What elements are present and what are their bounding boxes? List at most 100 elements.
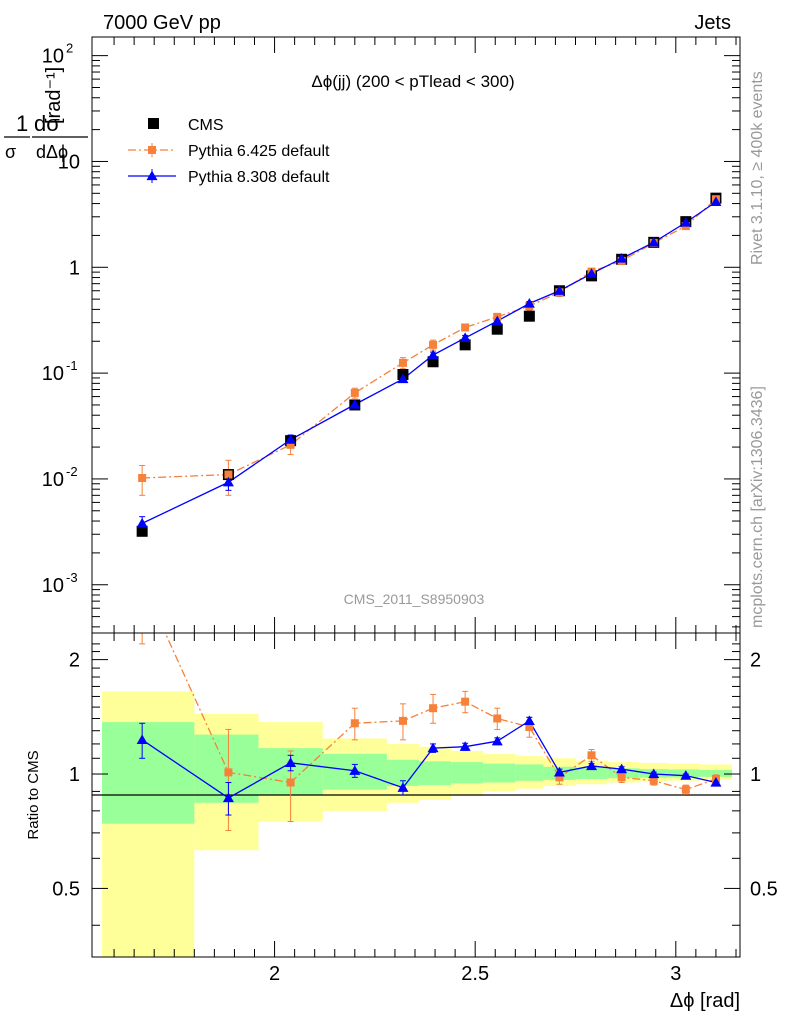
ratio-ylabel: Ratio to CMS xyxy=(25,750,42,839)
ratio-panel: 0.5 0.5 1 1 2 2 2 2.5 3 xyxy=(52,578,778,985)
legend-pythia8-label: Pythia 8.308 default xyxy=(188,169,330,186)
cms-point xyxy=(136,525,148,537)
pythia8-point xyxy=(491,315,503,326)
ratio-pythia6-point xyxy=(224,768,233,777)
ratio-pythia8-point xyxy=(222,792,234,803)
inner-band-bin xyxy=(667,769,700,778)
pythia8-point xyxy=(285,434,297,444)
ratio-pythia8-point xyxy=(553,766,565,777)
inner-band-bin xyxy=(699,769,732,777)
ratio-y-tick-label-left: 0.5 xyxy=(52,878,80,900)
ratio-pythia6-point xyxy=(525,722,534,731)
ylabel-fraction-1: 1 xyxy=(16,111,28,136)
ratio-pythia6-point xyxy=(587,751,596,760)
ratio-pythia6-point xyxy=(138,578,146,586)
main-y-tick-label: 10 xyxy=(42,575,64,597)
main-y-tick-label: 10 xyxy=(58,151,80,173)
ratio-pythia8-point xyxy=(136,734,148,744)
legend-cms-marker xyxy=(148,118,159,129)
pythia6-point xyxy=(286,440,295,449)
ratio-pythia8-point xyxy=(491,735,503,746)
ratio-series-layer xyxy=(136,578,722,832)
ratio-y-tick-label-right: 2 xyxy=(750,650,761,672)
ratio-pythia6-point xyxy=(350,719,359,728)
ratio-pythia6-point xyxy=(286,778,295,787)
main-y-tick-label: 10 xyxy=(42,363,64,385)
pythia8-point xyxy=(427,349,439,360)
main-y-tick-label: 10 xyxy=(42,469,64,491)
ratio-frame xyxy=(91,632,741,958)
ratio-pythia8-point xyxy=(648,768,660,779)
legend-pythia6-label: Pythia 6.425 default xyxy=(188,143,330,160)
main-series-layer xyxy=(136,192,722,537)
pythia8-point xyxy=(586,268,598,278)
legend-cms-label: CMS xyxy=(188,117,224,134)
inner-band-bin xyxy=(451,762,484,784)
pythia6-point xyxy=(461,323,470,332)
pythia8-point xyxy=(616,253,628,263)
ratio-pythia8-point xyxy=(710,776,722,787)
main-y-tick-label: 10 xyxy=(42,46,64,68)
pythia8-point xyxy=(710,196,722,207)
pythia8-point xyxy=(459,332,471,343)
ratio-pythia6-point xyxy=(617,773,626,782)
main-y-tick-exponent: 2 xyxy=(66,41,73,56)
ylabel-fraction-dphi: dΔϕ xyxy=(36,142,68,162)
pythia6-point xyxy=(350,388,359,397)
ratio-pythia8-point xyxy=(523,715,535,725)
pythia6-point xyxy=(224,470,233,479)
ylabel-fraction-dsigma: dσ xyxy=(34,111,60,136)
header-energy: 7000 GeV pp xyxy=(103,12,221,34)
inner-band-bin xyxy=(575,767,608,780)
ylabel-fraction-sigma: σ xyxy=(5,142,16,162)
rivet-label: Rivet 3.1.10, ≥ 400k events xyxy=(749,71,766,265)
cms-point xyxy=(523,310,535,322)
ratio-y-tick-label-left: 1 xyxy=(69,764,80,786)
inner-band-bin xyxy=(419,761,452,786)
ylabel-unit: [rad⁻¹] xyxy=(43,67,65,124)
ratio-y-tick-labels: 0.5 0.5 1 1 2 2 xyxy=(52,650,778,901)
ratio-y-tick-label-left: 2 xyxy=(69,650,80,672)
pythia6-point xyxy=(398,358,407,367)
pythia6-point xyxy=(429,340,438,349)
ratio-pythia8-point xyxy=(285,757,297,767)
ratio-pythia8-point xyxy=(427,742,439,753)
main-y-axis-title: 1 σ dσ dΔϕ [rad⁻¹] xyxy=(4,67,88,162)
analysis-id: CMS_2011_S8950903 xyxy=(344,591,485,607)
ratio-pythia8-point xyxy=(397,782,409,792)
ratio-pythia6-point xyxy=(649,776,658,785)
inner-band-bin xyxy=(607,768,640,779)
pythia8-point xyxy=(397,373,409,384)
pythia8-point xyxy=(523,297,535,308)
pythia6-line xyxy=(142,198,717,479)
ratio-y-tick-label-right: 1 xyxy=(750,764,761,786)
pythia8-point xyxy=(222,476,234,487)
cms-point xyxy=(459,339,471,351)
main-y-tick-exponent: -2 xyxy=(66,464,78,479)
pythia8-point xyxy=(553,285,565,295)
ratio-pythia6-point xyxy=(555,773,564,782)
pythia8-point xyxy=(136,517,148,528)
ratio-pythia8-point xyxy=(586,760,598,771)
ratio-pythia8-point xyxy=(680,770,692,780)
main-y-tick-label: 1 xyxy=(69,257,80,279)
plot-title: Δϕ(jj) (200 < pTlead < 300) xyxy=(311,72,514,91)
header-process: Jets xyxy=(694,12,731,34)
ratio-pythia6-point xyxy=(493,714,502,723)
legend: CMS Pythia 6.425 default Pythia 8.308 defa… xyxy=(128,117,330,186)
mcplots-label: mcplots.cern.ch [arXiv:1306.3436] xyxy=(749,386,766,628)
main-y-tick-exponent: -3 xyxy=(66,570,78,585)
ratio-uncertainty-bands xyxy=(102,691,732,957)
ratio-pythia6-point xyxy=(429,704,438,713)
x-tick-label: 2 xyxy=(269,963,280,985)
legend-pythia6-marker xyxy=(148,146,156,154)
pythia8-point xyxy=(680,216,692,227)
x-tick-labels: 2 2.5 3 xyxy=(269,963,681,985)
x-axis-title: Δϕ [rad] xyxy=(670,990,740,1012)
ratio-y-tick-label-right: 0.5 xyxy=(750,878,778,900)
x-tick-label: 3 xyxy=(670,963,681,985)
inner-band-bin xyxy=(102,722,195,824)
